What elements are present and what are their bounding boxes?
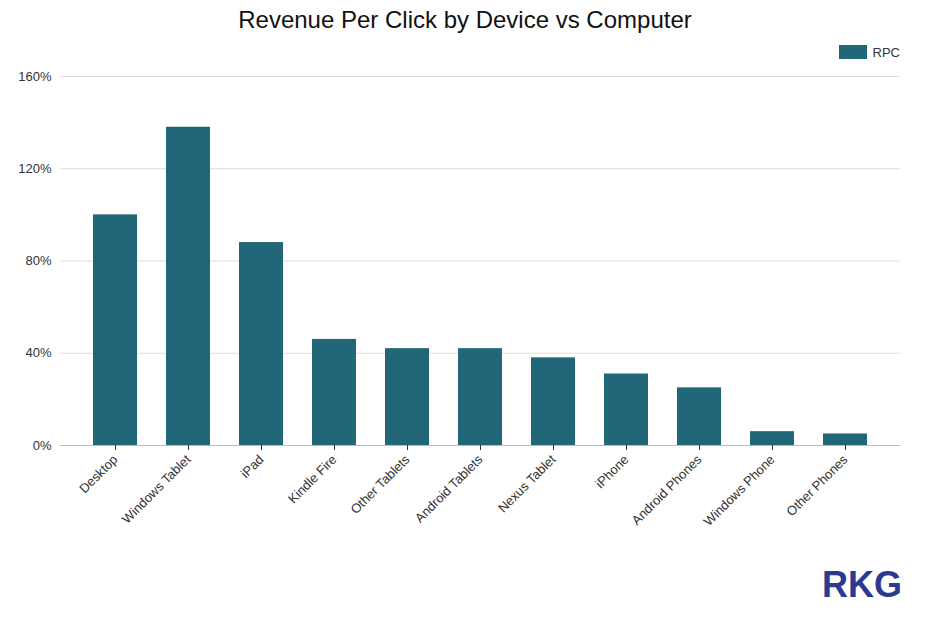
svg-text:Windows Tablet: Windows Tablet — [119, 452, 194, 527]
svg-text:0%: 0% — [33, 438, 52, 453]
svg-text:40%: 40% — [25, 345, 51, 360]
html-text:RKG: RKG — [822, 564, 902, 605]
svg-text:Kindle Fire: Kindle Fire — [285, 452, 340, 507]
svg-text:Other Tablets: Other Tablets — [347, 451, 412, 516]
svg-text:160%: 160% — [18, 69, 52, 84]
svg-text:Desktop: Desktop — [76, 452, 120, 496]
svg-text:Android Phones: Android Phones — [629, 451, 705, 527]
html-text:RPC: RPC — [872, 44, 900, 60]
svg-text:80%: 80% — [25, 253, 51, 268]
html-text:Revenue Per Click by Device vs: Revenue Per Click by Device vs Computer — [238, 6, 692, 33]
svg-text:Other Phones: Other Phones — [783, 451, 851, 519]
svg-text:Nexus Tablet: Nexus Tablet — [495, 452, 559, 516]
svg-text:Android Tablets: Android Tablets — [412, 451, 486, 525]
svg-text:120%: 120% — [18, 161, 52, 176]
svg-text:Windows Phone: Windows Phone — [701, 452, 778, 529]
svg-text:iPhone: iPhone — [592, 452, 631, 491]
svg-text:iPad: iPad — [238, 452, 267, 481]
